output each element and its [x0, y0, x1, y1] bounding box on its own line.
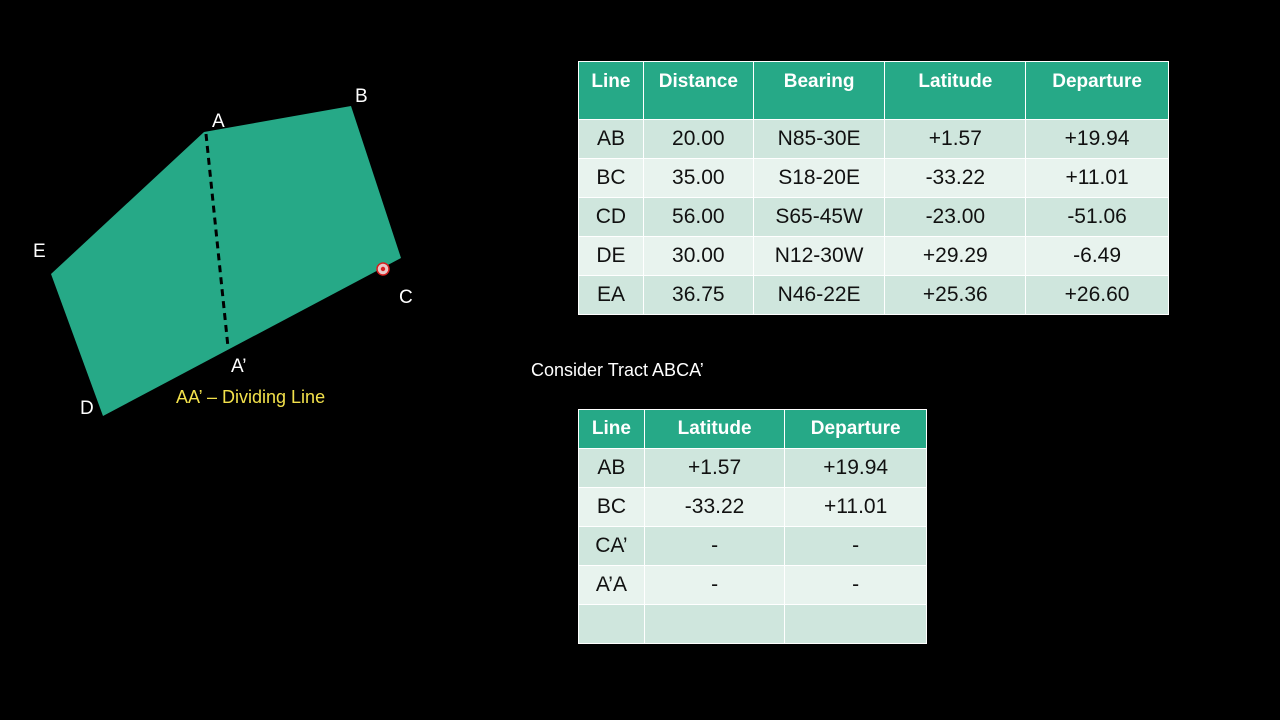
- cell-line: AB: [578, 448, 645, 488]
- cell-latitude: -33.22: [643, 487, 786, 527]
- cell-line: CA’: [578, 526, 645, 566]
- header-bearing: Bearing: [752, 61, 886, 120]
- table-row: EA 36.75 N46-22E +25.36 +26.60: [578, 275, 1169, 315]
- tract-caption: Consider Tract ABCA’: [531, 360, 704, 380]
- vertex-label-a: A: [212, 111, 225, 132]
- header-latitude: Latitude: [884, 61, 1027, 120]
- table-row: AB 20.00 N85-30E +1.57 +19.94: [578, 119, 1169, 159]
- cell-departure: -51.06: [1025, 197, 1169, 237]
- traverse-table: Line Distance Bearing Latitude Departure…: [578, 61, 1169, 315]
- cell-latitude: +1.57: [884, 119, 1027, 159]
- tract-polygon: [51, 106, 401, 416]
- cell-departure: +11.01: [1025, 158, 1169, 198]
- table-row: DE 30.00 N12-30W +29.29 -6.49: [578, 236, 1169, 276]
- cell-departure: -6.49: [1025, 236, 1169, 276]
- cell-distance: 35.00: [642, 158, 754, 198]
- vertex-label-a-prime: A’: [231, 356, 246, 377]
- cell-latitude: -33.22: [884, 158, 1027, 198]
- cell-departure: [784, 604, 927, 644]
- cell-distance: 20.00: [642, 119, 754, 159]
- vertex-label-d: D: [80, 398, 94, 419]
- cell-departure: +26.60: [1025, 275, 1169, 315]
- tract-diagram: A B C D E A’ AA’ – Dividing Line: [33, 86, 413, 419]
- header-departure: Departure: [784, 409, 927, 449]
- cell-line: [578, 604, 645, 644]
- cell-bearing: S65-45W: [752, 197, 886, 237]
- cell-line: BC: [578, 487, 645, 527]
- vertex-label-c: C: [399, 287, 413, 308]
- table-header-row: Line Distance Bearing Latitude Departure: [578, 61, 1169, 120]
- cell-latitude: [643, 604, 786, 644]
- vertex-label-e: E: [33, 241, 46, 262]
- table-row: CA’ - -: [578, 526, 927, 566]
- cell-departure: -: [784, 565, 927, 605]
- table-row: AB +1.57 +19.94: [578, 448, 927, 488]
- cell-bearing: N85-30E: [752, 119, 886, 159]
- cell-bearing: N46-22E: [752, 275, 886, 315]
- table-header-row: Line Latitude Departure: [578, 409, 927, 449]
- cell-departure: +19.94: [784, 448, 927, 488]
- table-row: A’A - -: [578, 565, 927, 605]
- cell-distance: 56.00: [642, 197, 754, 237]
- table-row: CD 56.00 S65-45W -23.00 -51.06: [578, 197, 1169, 237]
- vertex-label-b: B: [355, 86, 368, 107]
- cell-departure: +19.94: [1025, 119, 1169, 159]
- header-distance: Distance: [642, 61, 754, 120]
- cell-latitude: +1.57: [643, 448, 786, 488]
- cell-latitude: +25.36: [884, 275, 1027, 315]
- dividing-line-caption: AA’ – Dividing Line: [176, 387, 325, 407]
- cell-departure: -: [784, 526, 927, 566]
- cell-line: A’A: [578, 565, 645, 605]
- cell-bearing: S18-20E: [752, 158, 886, 198]
- cell-departure: +11.01: [784, 487, 927, 527]
- cell-line: DE: [578, 236, 644, 276]
- cell-distance: 30.00: [642, 236, 754, 276]
- cell-line: BC: [578, 158, 644, 198]
- header-departure: Departure: [1025, 61, 1169, 120]
- cell-latitude: -: [643, 565, 786, 605]
- cell-distance: 36.75: [642, 275, 754, 315]
- header-latitude: Latitude: [643, 409, 786, 449]
- cell-latitude: -23.00: [884, 197, 1027, 237]
- tract-table: Line Latitude Departure AB +1.57 +19.94 …: [578, 409, 927, 644]
- pointer-cursor-dot: [380, 266, 386, 272]
- table-row: BC 35.00 S18-20E -33.22 +11.01: [578, 158, 1169, 198]
- cell-latitude: -: [643, 526, 786, 566]
- cell-line: AB: [578, 119, 644, 159]
- cell-line: EA: [578, 275, 644, 315]
- header-line: Line: [578, 61, 644, 120]
- header-line: Line: [578, 409, 645, 449]
- table-row: BC -33.22 +11.01: [578, 487, 927, 527]
- cell-latitude: +29.29: [884, 236, 1027, 276]
- table-row: [578, 604, 927, 644]
- cell-line: CD: [578, 197, 644, 237]
- cell-bearing: N12-30W: [752, 236, 886, 276]
